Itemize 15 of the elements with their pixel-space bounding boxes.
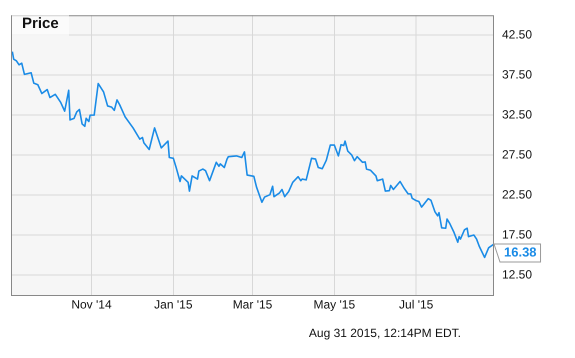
- y-tick-label: 32.50: [502, 107, 532, 122]
- text: Aug 31 2015, 12:14PM EDT.: [308, 326, 461, 340]
- chart-title: Price: [12, 11, 69, 36]
- y-tick-label: 22.50: [502, 187, 532, 202]
- x-tick-label: Mar '15: [232, 298, 273, 312]
- data-label: 16.38: [504, 244, 537, 260]
- x-tick-label: Nov '14: [71, 298, 112, 312]
- x-tick-label: May '15: [314, 298, 356, 312]
- y-tick-label: 27.50: [502, 147, 532, 162]
- y-tick-label: 42.50: [502, 28, 532, 42]
- y-tick-label: 12.50: [502, 267, 532, 282]
- x-tick-label: Jan '15: [154, 298, 193, 312]
- y-tick-label: 37.50: [502, 67, 532, 82]
- x-tick-label: Jul '15: [399, 298, 434, 312]
- y-tick-label: 17.50: [502, 227, 532, 242]
